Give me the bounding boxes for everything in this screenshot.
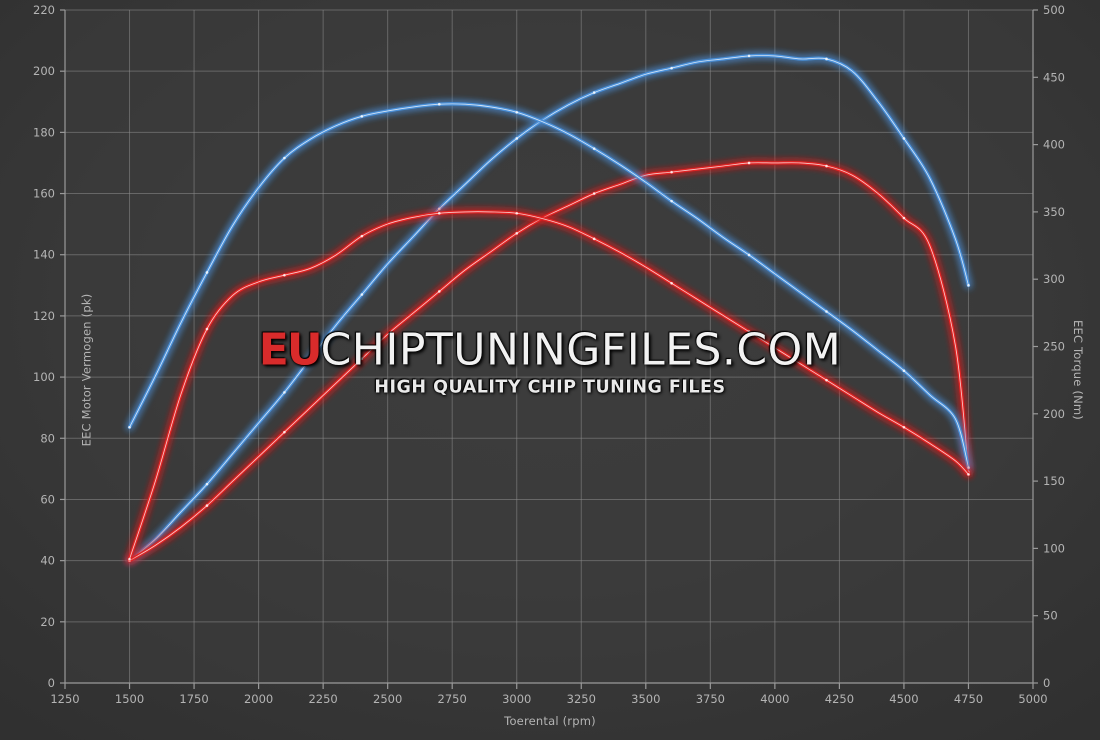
data-point [283, 391, 286, 394]
data-point [437, 207, 441, 211]
data-point [902, 425, 906, 429]
y-tick-label-left: 0 [48, 676, 55, 690]
series-core [129, 55, 969, 562]
y-tick-label-left: 20 [40, 615, 55, 629]
x-tick-label: 1500 [115, 692, 144, 706]
y-tick-label-left: 200 [33, 64, 55, 78]
data-point [360, 357, 364, 361]
series-core [129, 103, 969, 469]
data-point [128, 425, 131, 429]
y-tick-label-right: 200 [1043, 407, 1065, 421]
y-tick-label-left: 40 [40, 554, 55, 568]
series-core [129, 162, 969, 562]
data-point [592, 192, 596, 195]
data-point [592, 91, 596, 94]
y-tick-label-right: 50 [1043, 609, 1058, 623]
y-tick-label-right: 0 [1043, 676, 1050, 690]
data-point [205, 271, 209, 274]
data-point [515, 232, 519, 235]
data-point [592, 147, 596, 150]
x-tick-label: 4250 [825, 692, 854, 706]
data-point [437, 290, 441, 293]
x-tick-label: 5000 [1018, 692, 1047, 706]
x-tick-label: 3250 [567, 692, 596, 706]
data-point [515, 211, 519, 215]
axis-lines [60, 9, 1038, 689]
data-point [515, 110, 519, 114]
data-point [360, 115, 364, 118]
data-point [437, 102, 441, 106]
data-point [670, 66, 673, 70]
data-point [825, 310, 828, 313]
data-point [747, 253, 751, 257]
y-tick-label-right: 350 [1043, 205, 1065, 219]
data-point [205, 504, 209, 507]
x-tick-label: 3750 [696, 692, 725, 706]
data-point [967, 473, 970, 476]
y-tick-label-right: 250 [1043, 340, 1065, 354]
x-tick-label: 4750 [954, 692, 983, 706]
y-tick-label-left: 160 [33, 187, 55, 201]
data-point [592, 237, 596, 241]
x-tick-label: 2500 [373, 692, 402, 706]
series-tuned-torque-nm [126, 100, 972, 471]
data-point [902, 216, 906, 220]
y-tick-label-right: 150 [1043, 474, 1065, 488]
y-axis-right-title: EEC Torque (Nm) [1071, 320, 1086, 420]
x-tick-label: 4500 [889, 692, 918, 706]
y-tick-label-left: 80 [40, 431, 55, 445]
y-tick-label-left: 220 [33, 3, 55, 17]
series-stock-torque-nm [126, 208, 972, 563]
x-tick-label: 3000 [502, 692, 531, 706]
y-tick-label-left: 140 [33, 248, 55, 262]
x-tick-label: 4000 [760, 692, 789, 706]
y-tick-label-left: 60 [40, 492, 55, 506]
y-tick-label-right: 300 [1043, 272, 1065, 286]
x-tick-label: 3500 [631, 692, 660, 706]
y-tick-label-left: 120 [33, 309, 55, 323]
data-point [283, 156, 286, 160]
x-tick-label: 1250 [50, 692, 79, 706]
y-axis-left-title: EEC Motor Vermogen (pk) [79, 293, 94, 447]
y-tick-label-left: 100 [33, 370, 55, 384]
data-point [670, 199, 673, 203]
tick-labels: 0 20 40 60 80 100 120 140 160 180 200 220 0 50 100 150 2… [33, 3, 1065, 706]
data-point [967, 466, 970, 469]
data-point [670, 170, 673, 174]
data-point [902, 137, 906, 140]
y-tick-label-right: 400 [1043, 138, 1065, 152]
data-point [205, 327, 209, 331]
x-tick-label: 1750 [179, 692, 208, 706]
y-tick-label-right: 450 [1043, 70, 1065, 84]
data-point [283, 273, 286, 277]
data-series [126, 52, 972, 564]
x-tick-label: 2000 [244, 692, 273, 706]
data-point [902, 369, 906, 373]
data-point [967, 284, 970, 287]
data-point [283, 430, 286, 434]
y-tick-label-left: 180 [33, 125, 55, 139]
data-point [437, 211, 441, 215]
data-point [825, 164, 828, 168]
y-tick-label-right: 100 [1043, 541, 1065, 555]
data-point [825, 57, 828, 61]
data-point [360, 293, 364, 296]
data-point [360, 234, 364, 238]
data-point [670, 281, 673, 285]
x-tick-label: 2750 [438, 692, 467, 706]
x-axis-title: Toerental (rpm) [504, 714, 596, 728]
x-tick-label: 2250 [308, 692, 337, 706]
data-point [747, 330, 751, 333]
data-point [825, 378, 828, 382]
data-point [205, 482, 209, 486]
y-tick-label-right: 500 [1043, 3, 1065, 17]
data-point [128, 557, 131, 561]
series-core [129, 211, 969, 560]
data-point [515, 137, 519, 140]
data-point [747, 161, 751, 165]
data-point [747, 54, 751, 58]
